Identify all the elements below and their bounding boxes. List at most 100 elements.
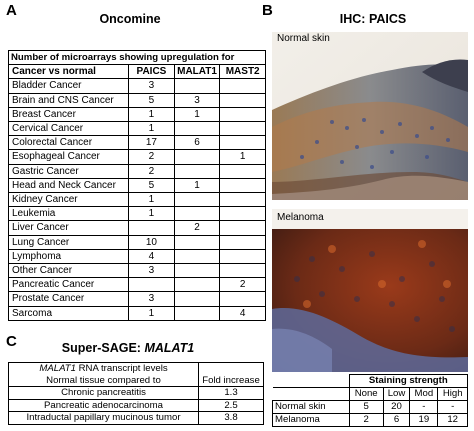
table-row: Leukemia 1 xyxy=(7,206,266,222)
row-label: Normal skin xyxy=(272,400,350,414)
count-cell xyxy=(173,163,221,179)
table-row: Lymphoma 4 xyxy=(7,248,266,265)
table-row: Gastric Cancer 2 xyxy=(7,163,266,179)
count-cell: 17 xyxy=(128,135,175,151)
count-cell xyxy=(219,135,266,151)
table-cell: 19 xyxy=(409,413,439,427)
oncomine-header: Number of microarrays showing upregulati… xyxy=(8,49,266,66)
count-cell xyxy=(173,121,221,137)
cancer-type-cell: Bladder Cancer xyxy=(7,78,130,94)
count-cell: 2 xyxy=(128,163,175,179)
count-cell xyxy=(219,177,266,194)
melanoma-label: Melanoma xyxy=(277,212,324,223)
cancer-type-cell: Leukemia xyxy=(7,206,130,222)
table-cell: 5 xyxy=(348,400,384,414)
panel-b-letter: B xyxy=(262,2,273,19)
count-cell xyxy=(173,291,221,307)
fold-cell: 2.5 xyxy=(198,398,264,412)
fold-cell: 3.8 xyxy=(198,411,264,425)
count-cell xyxy=(173,192,221,208)
cancer-type-cell: Sarcoma xyxy=(7,305,130,321)
count-cell: 2 xyxy=(128,149,175,165)
tissue-cell: Pancreatic adenocarcinoma xyxy=(8,398,199,412)
count-cell xyxy=(128,277,175,293)
table-cell: - xyxy=(409,400,439,414)
count-cell: 6 xyxy=(173,135,221,151)
count-cell: 1 xyxy=(173,106,221,123)
cancer-type-cell: Lymphoma xyxy=(7,248,130,265)
table-row: Pancreatic adenocarcinoma 2.5 xyxy=(8,398,264,412)
count-cell: 1 xyxy=(128,106,175,123)
count-cell xyxy=(173,248,221,265)
table-row: Brain and CNS Cancer 5 3 xyxy=(7,92,266,108)
count-cell xyxy=(128,220,175,236)
empty-cell xyxy=(198,362,264,375)
column-header: Cancer vs normal xyxy=(7,64,130,80)
count-cell xyxy=(219,78,266,94)
count-cell xyxy=(219,248,266,265)
count-cell xyxy=(173,277,221,293)
count-cell xyxy=(219,106,266,123)
panel-a-letter: A xyxy=(6,2,17,19)
oncomine-column-headers: Cancer vs normal PAICS MALAT1 MAST2 xyxy=(7,64,266,80)
table-row: Normal skin 5 20 - - xyxy=(272,400,468,414)
column-header: MALAT1 xyxy=(173,64,221,80)
table-row: Other Cancer 3 xyxy=(7,263,266,279)
normal-tissue-header: Normal tissue compared to xyxy=(8,374,199,387)
count-cell xyxy=(173,78,221,94)
cancer-type-cell: Pancreatic Cancer xyxy=(7,277,130,293)
count-cell xyxy=(173,263,221,279)
table-row: Chronic pancreatitis 1.3 xyxy=(8,386,264,400)
oncomine-table: Number of microarrays showing upregulati… xyxy=(7,49,266,321)
table-row: Lung Cancer 10 xyxy=(7,234,266,250)
column-header: None xyxy=(348,387,384,401)
malat1-header: MALAT1 RNA transcript levels xyxy=(8,362,199,375)
count-cell: 5 xyxy=(128,92,175,108)
count-cell: 3 xyxy=(128,291,175,307)
table-row: Intraductal papillary mucinous tumor 3.8 xyxy=(8,411,264,425)
panel-c-letter: C xyxy=(6,333,17,350)
table-row: Pancreatic Cancer 2 xyxy=(7,277,266,293)
count-cell: 3 xyxy=(173,92,221,108)
count-cell: 5 xyxy=(128,177,175,194)
table-row: Sarcoma 1 4 xyxy=(7,305,266,321)
cancer-type-cell: Other Cancer xyxy=(7,263,130,279)
staining-header: Staining strength xyxy=(348,374,469,388)
count-cell: 1 xyxy=(128,192,175,208)
table-row: Prostate Cancer 3 xyxy=(7,291,266,307)
count-cell: 2 xyxy=(219,277,266,293)
table-cell: 12 xyxy=(437,413,468,427)
count-cell xyxy=(219,263,266,279)
table-cell: - xyxy=(437,400,468,414)
tissue-cell: Intraductal papillary mucinous tumor xyxy=(8,411,199,425)
super-sage-table: MALAT1 RNA transcript levels Normal tiss… xyxy=(8,362,264,425)
tissue-cell: Chronic pancreatitis xyxy=(8,386,199,400)
count-cell: 1 xyxy=(219,149,266,165)
cancer-type-cell: Head and Neck Cancer xyxy=(7,177,130,194)
fold-increase-header: Fold increase xyxy=(198,374,264,387)
table-row: Breast Cancer 1 1 xyxy=(7,106,266,123)
cancer-type-cell: Brain and CNS Cancer xyxy=(7,92,130,108)
count-cell xyxy=(219,234,266,250)
table-row: Cervical Cancer 1 xyxy=(7,121,266,137)
count-cell xyxy=(219,121,266,137)
cancer-type-cell: Esophageal Cancer xyxy=(7,149,130,165)
cancer-type-cell: Breast Cancer xyxy=(7,106,130,123)
cancer-type-cell: Prostate Cancer xyxy=(7,291,130,307)
count-cell xyxy=(219,220,266,236)
table-row: Bladder Cancer 3 xyxy=(7,78,266,94)
table-cell: 2 xyxy=(348,413,384,427)
row-label: Melanoma xyxy=(272,413,350,427)
melanoma-ihc-image xyxy=(272,209,468,372)
count-cell: 3 xyxy=(128,78,175,94)
count-cell xyxy=(219,192,266,208)
count-cell: 10 xyxy=(128,234,175,250)
cancer-type-cell: Kidney Cancer xyxy=(7,192,130,208)
table-row: Liver Cancer 2 xyxy=(7,220,266,236)
normal-skin-ihc-image xyxy=(272,32,468,200)
table-cell: 6 xyxy=(382,413,411,427)
count-cell xyxy=(219,163,266,179)
count-cell xyxy=(219,206,266,222)
cancer-type-cell: Lung Cancer xyxy=(7,234,130,250)
panel-c-title: Super-SAGE: MALAT1 xyxy=(61,341,195,355)
